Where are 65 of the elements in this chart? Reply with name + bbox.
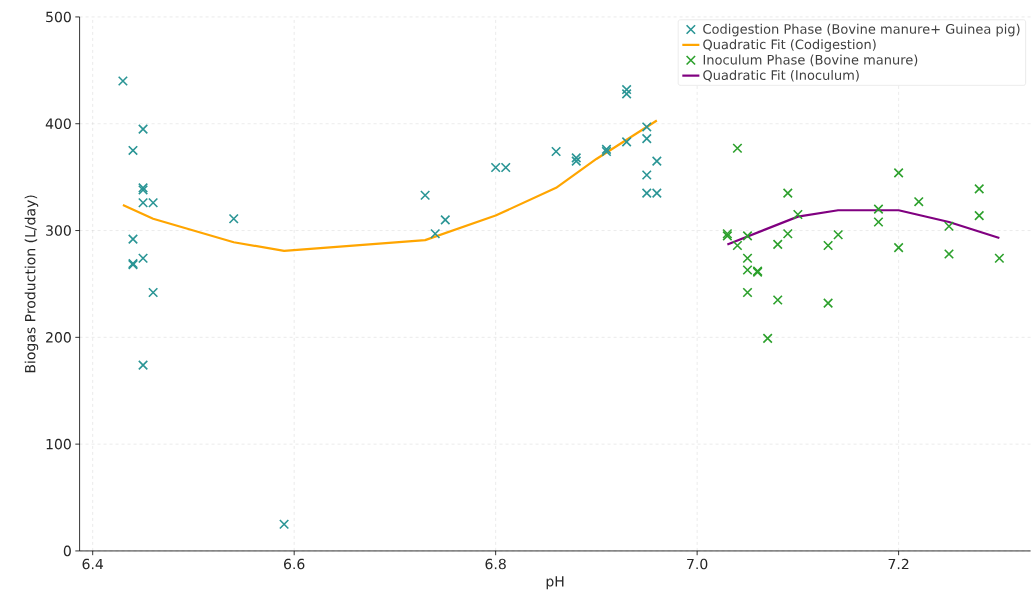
- point: [893, 242, 904, 253]
- x-axis-title: pH: [546, 576, 564, 590]
- line-series: [726, 209, 1001, 246]
- y-tick-label: 100: [46, 438, 71, 450]
- point: [551, 146, 562, 157]
- line-series: [121, 119, 658, 252]
- point: [228, 213, 239, 224]
- point: [148, 287, 159, 298]
- point: [621, 84, 632, 95]
- point: [138, 124, 149, 135]
- point: [621, 136, 632, 147]
- y-tick-label: 500: [46, 11, 71, 23]
- point: [823, 240, 834, 251]
- point: [279, 519, 290, 530]
- point: [873, 216, 884, 228]
- point: [994, 253, 1005, 264]
- y-tick-label: 200: [46, 332, 71, 343]
- point: [732, 240, 743, 251]
- point: [772, 239, 783, 250]
- point: [641, 121, 652, 132]
- point: [641, 133, 652, 144]
- legend-label: Inoculum Phase (Bovine manure): [703, 54, 918, 67]
- point: [873, 204, 884, 215]
- y-axis-title: Biogas Production (L/day): [24, 195, 39, 373]
- point: [571, 156, 582, 167]
- x-tick-label: 7.2: [888, 558, 909, 570]
- x-tick-label: 6.8: [485, 558, 506, 570]
- point: [782, 228, 793, 239]
- point: [571, 152, 582, 163]
- point: [127, 234, 139, 245]
- point: [117, 75, 128, 87]
- x-tick-label: 6.4: [82, 558, 104, 570]
- point: [893, 167, 904, 178]
- y-tick-label: 0: [63, 545, 71, 557]
- point: [974, 210, 985, 221]
- point: [913, 196, 924, 207]
- point: [762, 333, 773, 344]
- point: [742, 230, 753, 241]
- point: [732, 143, 743, 154]
- point: [127, 145, 139, 156]
- point: [782, 188, 793, 199]
- legend-label: Codigestion Phase (Bovine manure+ Guinea pig): [703, 23, 1020, 37]
- point: [792, 209, 803, 220]
- point: [420, 190, 431, 201]
- point: [138, 360, 149, 371]
- point: [641, 169, 652, 181]
- legend-label: Quadratic Fit (Codigestion): [703, 39, 876, 52]
- point: [430, 228, 441, 239]
- point: [440, 214, 451, 225]
- y-tick-label: 300: [46, 225, 71, 236]
- point: [742, 253, 753, 264]
- point: [833, 229, 844, 240]
- point: [138, 253, 149, 264]
- point: [943, 248, 955, 260]
- point: [772, 294, 783, 305]
- point: [974, 183, 985, 194]
- y-tick-label: 400: [45, 118, 71, 130]
- point: [651, 156, 662, 167]
- point: [621, 88, 632, 99]
- point: [742, 287, 753, 298]
- legend-label: Quadratic Fit (Inoculum): [703, 69, 859, 82]
- point: [943, 221, 955, 232]
- x-tick-label: 6.6: [284, 558, 305, 570]
- x-tick-label: 7.0: [687, 558, 708, 570]
- point: [823, 298, 834, 309]
